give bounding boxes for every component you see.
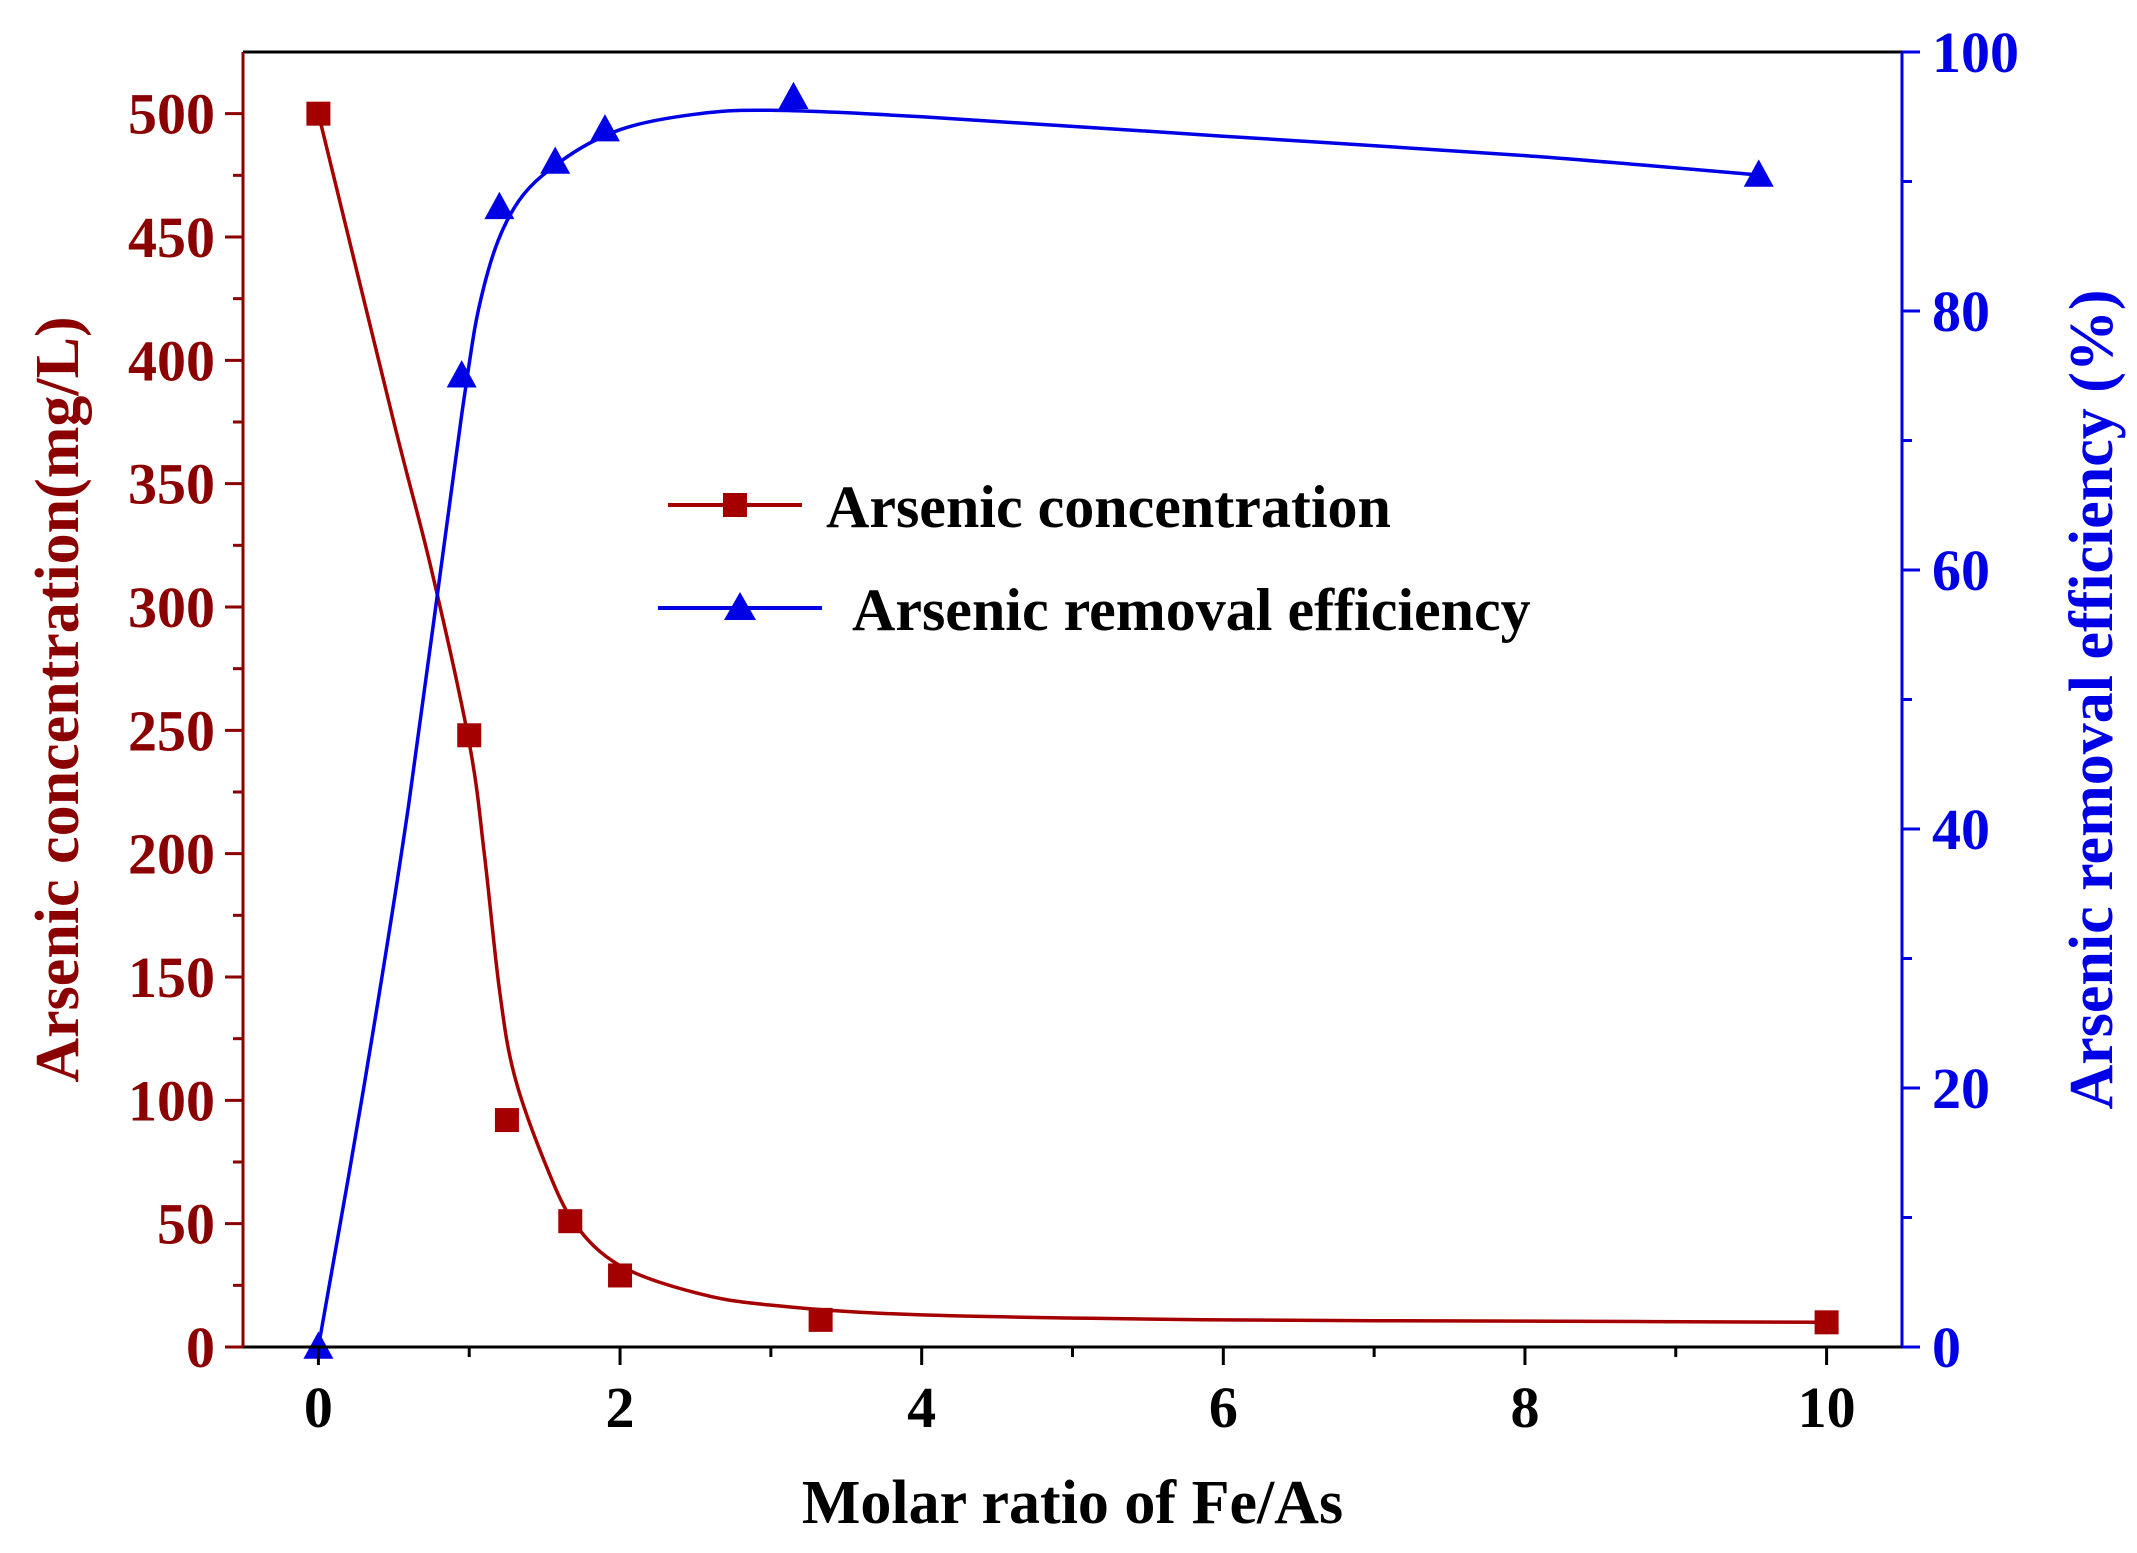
x-axis-title: Molar ratio of Fe/As <box>802 1469 1343 1537</box>
left-y-tick-label: 450 <box>128 205 215 270</box>
legend: Arsenic concentration Arsenic removal eff… <box>658 474 1531 643</box>
data-point-concentration <box>1814 1310 1839 1335</box>
left-y-tick-label: 350 <box>128 452 215 517</box>
data-point-concentration <box>558 1209 583 1234</box>
data-point-efficiency <box>540 146 571 174</box>
left-y-axis-title: Arsenic concentration(mg/L) <box>24 316 92 1082</box>
x-tick-label: 6 <box>1209 1375 1238 1440</box>
x-tick-label: 10 <box>1798 1375 1856 1440</box>
data-point-efficiency <box>303 1331 334 1359</box>
left-y-tick-label: 250 <box>128 698 215 763</box>
data-point-concentration <box>306 101 331 126</box>
data-point-concentration <box>808 1307 833 1332</box>
legend-label-concentration: Arsenic concentration <box>826 474 1391 540</box>
left-y-tick-label: 300 <box>128 575 215 640</box>
data-point-efficiency <box>778 81 809 110</box>
x-tick-label: 4 <box>907 1375 936 1440</box>
legend-marker-efficiency <box>724 592 756 620</box>
left-y-tick-label: 150 <box>128 945 215 1010</box>
right-y-tick-label: 20 <box>1932 1056 1990 1121</box>
x-tick-label: 0 <box>304 1375 333 1440</box>
right-y-tick-label: 40 <box>1932 797 1990 862</box>
right-y-tick-label: 100 <box>1932 20 2019 85</box>
right-y-tick-label: 0 <box>1932 1315 1961 1380</box>
data-point-efficiency <box>484 191 515 220</box>
data-point-concentration <box>457 723 482 748</box>
x-tick-label: 2 <box>606 1375 635 1440</box>
left-y-tick-label: 50 <box>157 1192 215 1257</box>
left-y-tick-label: 400 <box>128 328 215 393</box>
data-point-efficiency <box>446 360 477 388</box>
series-line-concentration <box>316 113 1827 1325</box>
data-point-concentration <box>494 1108 519 1133</box>
legend-marker-concentration <box>723 493 747 517</box>
x-tick-label: 8 <box>1510 1375 1539 1440</box>
data-point-concentration <box>608 1263 633 1288</box>
right-y-axis-title: Arsenic removal efficiency (%) <box>2058 289 2126 1109</box>
data-point-efficiency <box>589 114 620 142</box>
right-y-tick-label: 80 <box>1932 279 1990 344</box>
series-line-efficiency <box>316 108 1759 1348</box>
left-y-tick-label: 200 <box>128 822 215 887</box>
right-y-tick-label: 60 <box>1932 538 1990 603</box>
plot-area <box>303 81 1839 1359</box>
left-y-tick-label: 100 <box>128 1068 215 1133</box>
data-point-efficiency <box>1743 159 1774 187</box>
left-y-tick-label: 0 <box>186 1315 215 1380</box>
left-y-tick-label: 500 <box>128 82 215 147</box>
legend-label-efficiency: Arsenic removal efficiency <box>852 577 1531 643</box>
